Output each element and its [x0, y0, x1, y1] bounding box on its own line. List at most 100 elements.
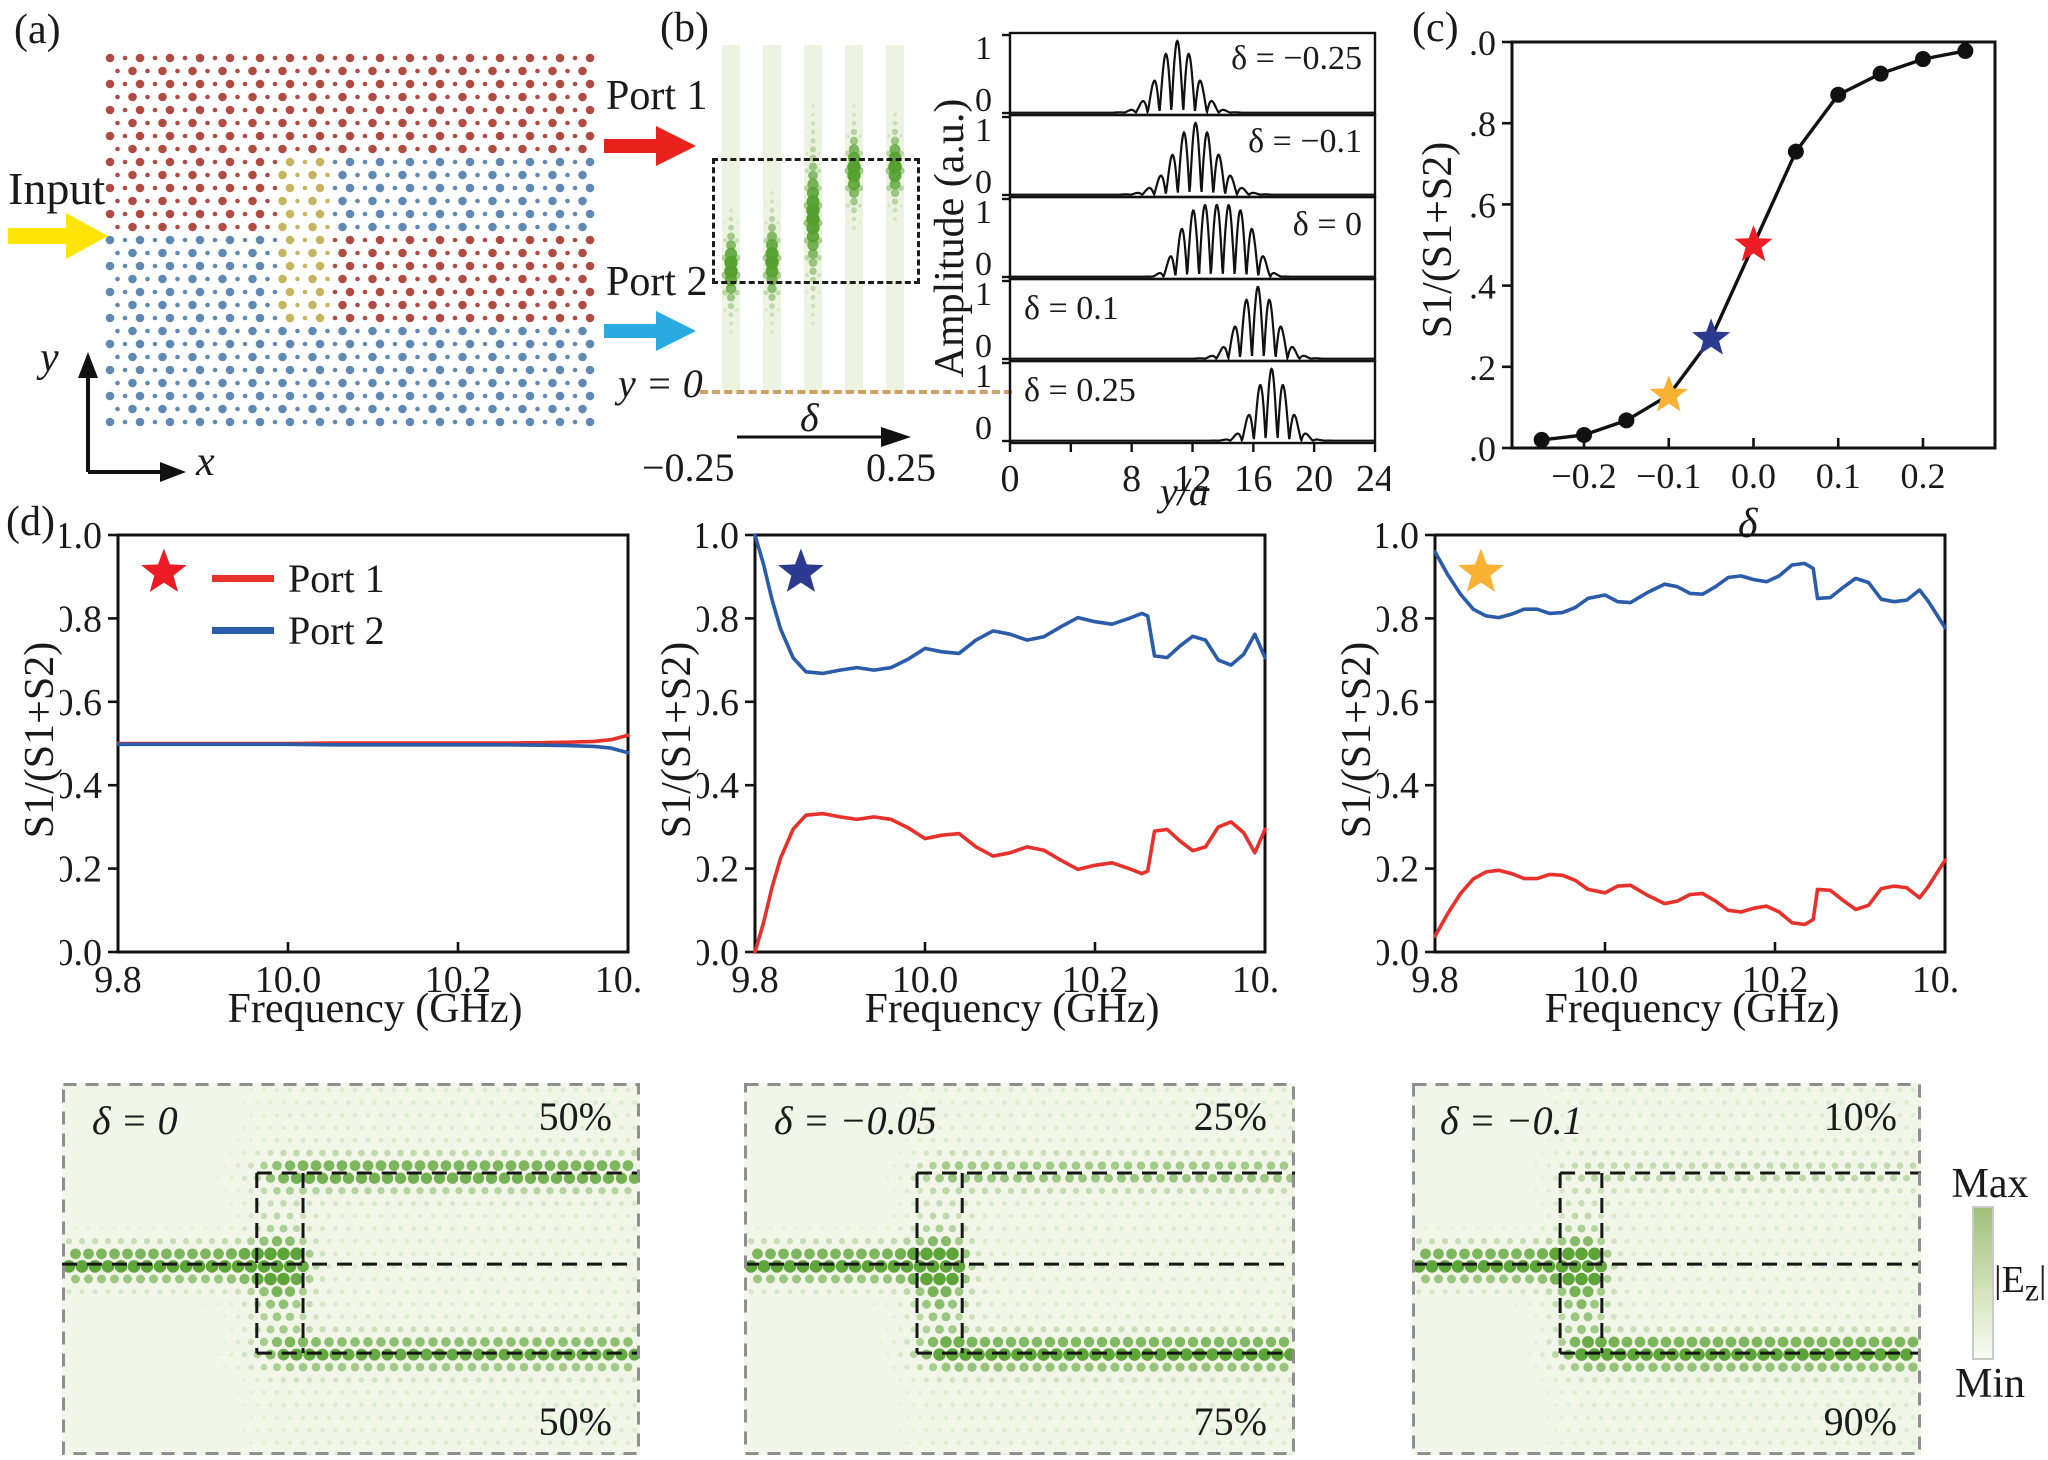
- svg-text:0.1: 0.1: [1816, 456, 1861, 496]
- amp-sublabel-5: δ = 0.25: [1024, 372, 1136, 409]
- svg-text:1: 1: [975, 194, 992, 231]
- y0-label: y = 0: [618, 361, 703, 406]
- svg-text:12: 12: [1174, 458, 1212, 500]
- svg-text:0.0: 0.0: [1377, 932, 1419, 974]
- amp-x-axis-title: y/a: [1160, 469, 1209, 514]
- map3-delta-label: δ = −0.1: [1440, 1098, 1583, 1143]
- axis-x-label: x: [196, 439, 215, 485]
- svg-text:10.4: 10.4: [1232, 959, 1277, 1001]
- y0-dashed-line: [700, 390, 1012, 394]
- field-map-canvas: [744, 1083, 1297, 1458]
- legend-port2: Port 2: [212, 604, 385, 656]
- delta-max-label: 0.25: [866, 445, 936, 490]
- svg-text:0.2: 0.2: [1900, 456, 1945, 496]
- splitting-ratio-chart: −0.2 −0.1 0.0 0.1 0.2 0.0 0.2 0.4 0.6 0.8 1.0: [1470, 30, 1997, 496]
- d3-y-axis-title: S1/(S1+S2): [1334, 641, 1380, 839]
- port1-line-swatch: [212, 574, 274, 582]
- field-map-canvas: [62, 1083, 641, 1458]
- amp-sublabel-2: δ = −0.1: [1248, 123, 1362, 160]
- field-map-canvas: [1412, 1083, 1921, 1458]
- svg-text:10.4: 10.4: [1912, 959, 1957, 1001]
- svg-text:0.8: 0.8: [1377, 598, 1419, 640]
- panel-c-label: (c): [1412, 5, 1459, 51]
- d3-x-axis-title: Frequency (GHz): [1544, 986, 1840, 1032]
- panel-a-label: (a): [14, 7, 61, 53]
- strips-dashed-box: [712, 158, 920, 284]
- map1-top-percent: 50%: [538, 1094, 612, 1139]
- colorbar-min-label: Min: [1954, 1361, 2025, 1407]
- svg-text:0.8: 0.8: [60, 598, 102, 640]
- input-arrow-icon: [8, 213, 108, 259]
- spectrum-chart-delta0: 9.8 10.0 10.2 10.4 0.0 0.2 0.4 0.6 0.8 1.0: [60, 520, 640, 1001]
- d2-y-axis-title: S1/(S1+S2): [654, 641, 700, 839]
- svg-text:0.6: 0.6: [697, 682, 739, 724]
- map3-bottom-percent: 90%: [1823, 1399, 1897, 1444]
- port2-line-swatch: [212, 626, 274, 634]
- svg-text:0.2: 0.2: [1377, 849, 1419, 891]
- panel-b-label: (b): [660, 5, 709, 51]
- delta-arrow-icon: [737, 427, 911, 447]
- colorbar-gradient: [1972, 1206, 1994, 1360]
- svg-text:0.6: 0.6: [60, 682, 102, 724]
- map1-bottom-percent: 50%: [538, 1399, 612, 1444]
- delta-min-label: −0.25: [642, 445, 735, 490]
- port2-arrow-icon: [604, 311, 696, 351]
- spectrum-chart-delta-0.1: 9.8 10.0 10.2 10.4 0.0 0.2 0.4 0.6 0.8 1.0: [1377, 520, 1957, 1001]
- svg-text:0.8: 0.8: [697, 598, 739, 640]
- xy-axes-icon: [78, 352, 186, 482]
- svg-text:0.8: 0.8: [1470, 104, 1496, 144]
- svg-text:10.4: 10.4: [595, 959, 640, 1001]
- svg-text:0.0: 0.0: [1731, 456, 1776, 496]
- svg-text:10.0: 10.0: [1572, 959, 1639, 1001]
- field-strips: [721, 45, 905, 393]
- d2-x-axis-title: Frequency (GHz): [864, 986, 1160, 1032]
- c-y-axis-title: S1/(S1+S2): [1415, 141, 1461, 339]
- svg-text:1: 1: [975, 30, 992, 67]
- svg-text:20: 20: [1295, 458, 1333, 500]
- port1-label: Port 1: [606, 73, 708, 119]
- amp-sublabel-1: δ = −0.25: [1231, 40, 1362, 77]
- svg-text:9.8: 9.8: [1411, 959, 1459, 1001]
- field-map-delta0: δ = 0 50% 50%: [62, 1083, 641, 1458]
- d1-legend: Port 1 Port 2: [212, 552, 385, 656]
- port2-label: Port 2: [606, 259, 708, 305]
- svg-text:9.8: 9.8: [731, 959, 779, 1001]
- amp-sublabel-4: δ = 0.1: [1024, 290, 1119, 327]
- delta-arrow-label: δ: [800, 395, 819, 440]
- svg-text:0.6: 0.6: [1377, 682, 1419, 724]
- colorbar-max-label: Max: [1951, 1161, 2029, 1207]
- svg-text:10.0: 10.0: [892, 959, 959, 1001]
- ez-pre: |E: [1994, 1259, 2025, 1301]
- svg-text:0.4: 0.4: [697, 765, 739, 807]
- svg-text:1.0: 1.0: [60, 520, 102, 557]
- input-label: Input: [8, 163, 106, 214]
- svg-text:10.0: 10.0: [255, 959, 322, 1001]
- map2-top-percent: 25%: [1193, 1094, 1267, 1139]
- svg-text:10.2: 10.2: [1062, 959, 1129, 1001]
- svg-text:1: 1: [975, 358, 992, 395]
- photonic-crystal-lattice: [105, 53, 595, 427]
- svg-text:8: 8: [1122, 458, 1141, 500]
- svg-text:10.2: 10.2: [1742, 959, 1809, 1001]
- svg-text:0: 0: [1001, 458, 1020, 500]
- svg-text:0: 0: [975, 164, 992, 201]
- svg-text:−0.2: −0.2: [1551, 456, 1616, 496]
- svg-text:−0.1: −0.1: [1636, 456, 1701, 496]
- svg-text:1.0: 1.0: [1470, 30, 1496, 63]
- panel-d-label: (d): [6, 499, 55, 545]
- axis-y-label: y: [40, 335, 59, 381]
- ez-post: |: [2038, 1259, 2047, 1301]
- svg-text:0.4: 0.4: [1470, 267, 1496, 307]
- ez-sub: z: [2024, 1272, 2039, 1308]
- svg-text:0.2: 0.2: [697, 849, 739, 891]
- field-map-delta-0.05: δ = −0.05 25% 75%: [744, 1083, 1297, 1458]
- svg-text:0.0: 0.0: [1470, 429, 1496, 469]
- map1-delta-label: δ = 0: [92, 1098, 178, 1143]
- map2-bottom-percent: 75%: [1193, 1399, 1267, 1444]
- svg-text:0: 0: [975, 246, 992, 283]
- svg-text:0: 0: [975, 328, 992, 365]
- map3-top-percent: 10%: [1823, 1094, 1897, 1139]
- map2-delta-label: δ = −0.05: [774, 1098, 937, 1143]
